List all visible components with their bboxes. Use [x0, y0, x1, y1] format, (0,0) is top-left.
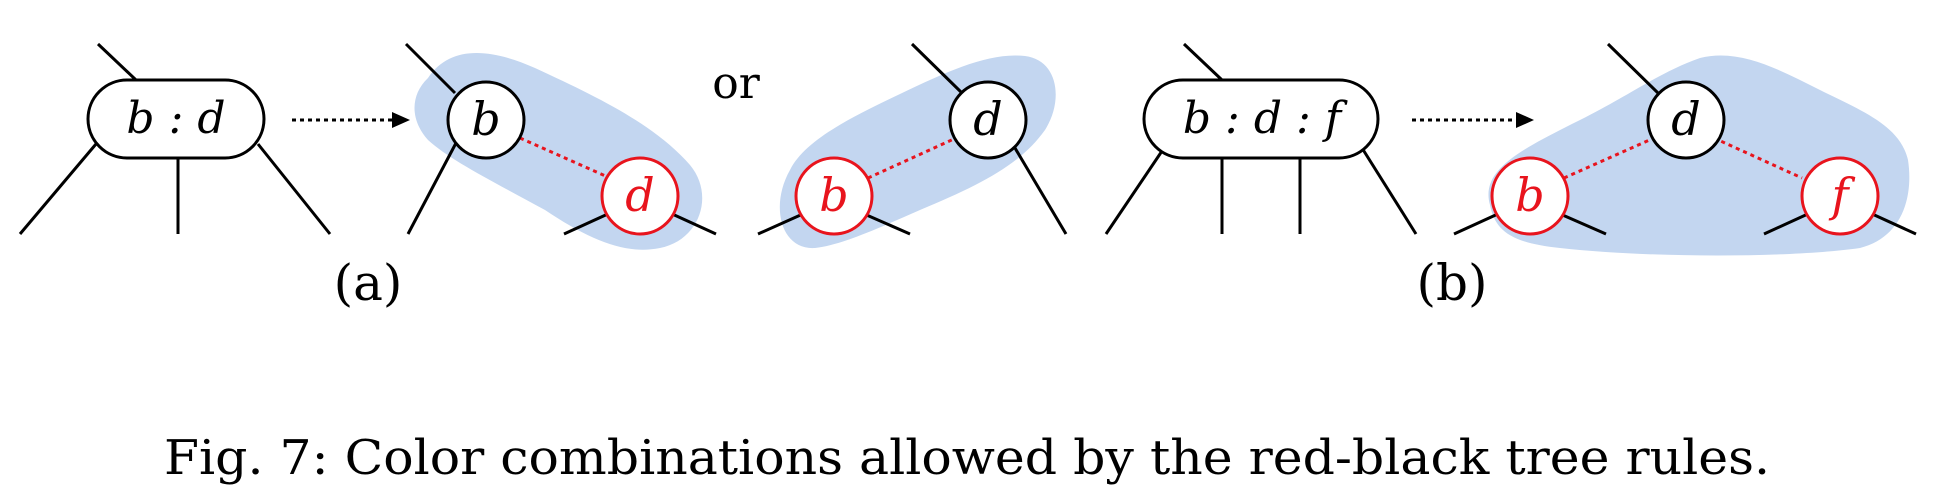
a-option-1-red-node-label: d: [625, 168, 654, 222]
or-label: or: [712, 58, 760, 109]
part-a-label: (a): [334, 254, 403, 312]
a-two-node-parent-edge: [96, 42, 138, 82]
a-option-1-d-left-child: [563, 211, 611, 236]
b-option-group: d b f: [1453, 42, 1917, 256]
b-option-parent-edge: [1606, 42, 1660, 95]
a-option-1-red-link: [519, 136, 611, 180]
b-three-node: [1142, 78, 1380, 160]
a-two-node-child-edge-left: [18, 143, 98, 235]
a-option-1-group: b d: [404, 42, 717, 250]
b-option-black-node: [1646, 80, 1726, 160]
b-option-red-link-left: [1563, 136, 1655, 180]
a-two-node-child-edge-right: [256, 143, 332, 235]
b-three-node-child-edge-4: [1360, 147, 1418, 235]
b-option-b-left-child: [1453, 211, 1501, 236]
a-option-1-black-node: [446, 80, 526, 160]
a-option-2-black-node-label: d: [973, 92, 1002, 146]
b-option-b-right-child: [1557, 211, 1607, 236]
b-option-black-node-label: d: [1671, 92, 1700, 146]
a-transform-arrow: [292, 112, 410, 128]
a-option-1-red-node: [600, 156, 680, 236]
b-transform-arrow: [1412, 112, 1534, 128]
b-option-f-left-child: [1763, 211, 1811, 236]
a-option-1-parent-edge: [404, 42, 457, 95]
b-option-red-node-left: [1490, 156, 1570, 236]
a-option-2-red-node: [794, 156, 874, 236]
figure-caption: Fig. 7: Color combinations allowed by th…: [164, 430, 1770, 486]
b-three-node-child-edge-1: [1104, 147, 1166, 235]
b-option-red-node-left-label: b: [1515, 168, 1544, 222]
a-two-node-label: b : d: [126, 93, 225, 144]
a-option-2-b-left-child: [757, 211, 806, 236]
a-two-node: [86, 78, 266, 160]
a-option-2-parent-edge: [910, 42, 964, 95]
a-option-2-group: d b: [757, 42, 1068, 249]
a-option-1-black-node-label: b: [471, 92, 500, 146]
a-option-2-red-link: [867, 136, 957, 180]
a-option-2-d-right-child: [1010, 142, 1068, 235]
a-two-node-group: b : d: [18, 42, 332, 235]
a-option-2-black-node: [948, 80, 1028, 160]
b-three-node-parent-edge: [1182, 42, 1224, 82]
a-option-2-b-right-child: [861, 211, 911, 236]
part-b-label: (b): [1416, 254, 1487, 312]
b-three-node-group: b : d : f: [1104, 42, 1418, 235]
a-option-1-b-left-child: [406, 142, 458, 235]
b-option-red-link-right: [1713, 136, 1803, 180]
a-option-1-d-right-child: [669, 211, 717, 236]
b-option-red-node-right: [1800, 156, 1880, 236]
b-option-f-right-child: [1869, 211, 1917, 236]
b-three-node-label: b : d : f: [1183, 93, 1348, 144]
a-option-2-red-node-label: b: [819, 168, 848, 222]
